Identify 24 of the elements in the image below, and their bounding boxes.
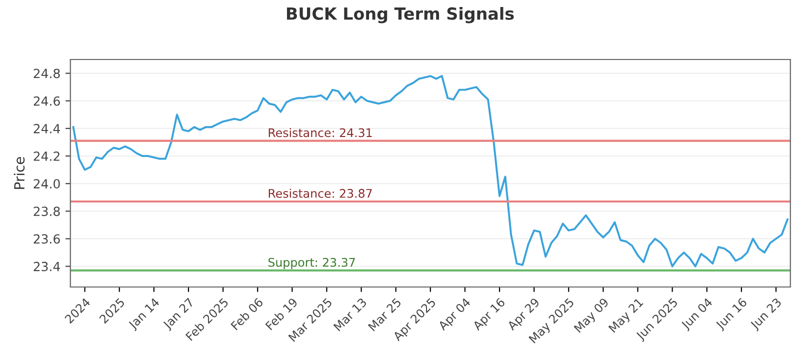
y-tick-label: 24.0 (34, 179, 60, 189)
y-tick-label: 23.4 (34, 262, 60, 272)
ref-line-label: Support: 23.37 (268, 258, 355, 270)
y-tick-label: 23.8 (34, 206, 60, 216)
ref-line-label: Resistance: 23.87 (268, 188, 372, 198)
y-tick-label: 24.4 (34, 124, 60, 134)
y-tick-label: 24.6 (34, 96, 60, 106)
x-tick-label: Apr 16 (472, 297, 508, 332)
x-tick-label: Mar 13 (333, 298, 368, 332)
x-tick-label: Feb 06 (230, 297, 264, 330)
x-tick-label: Jun 16 (714, 297, 749, 332)
x-tick-label: Mar 25 (368, 298, 402, 332)
y-tick-label: 24.8 (34, 68, 60, 78)
chart-title: BUCK Long Term Signals (286, 7, 514, 24)
x-tick-label: Apr 04 (437, 297, 473, 332)
x-tick-label: Jun 04 (680, 297, 714, 332)
ref-line-label: Resistance: 24.31 (268, 128, 372, 138)
y-tick-label: 24.2 (34, 151, 60, 161)
line-series (72, 75, 788, 268)
x-tick-label: Jun 23 (749, 298, 784, 332)
x-tick-label: Jan 14 (128, 297, 162, 332)
y-tick-label: 23.6 (34, 234, 60, 244)
x-tick-label: Feb 19 (264, 297, 298, 330)
y-axis-title: Price (14, 157, 25, 189)
